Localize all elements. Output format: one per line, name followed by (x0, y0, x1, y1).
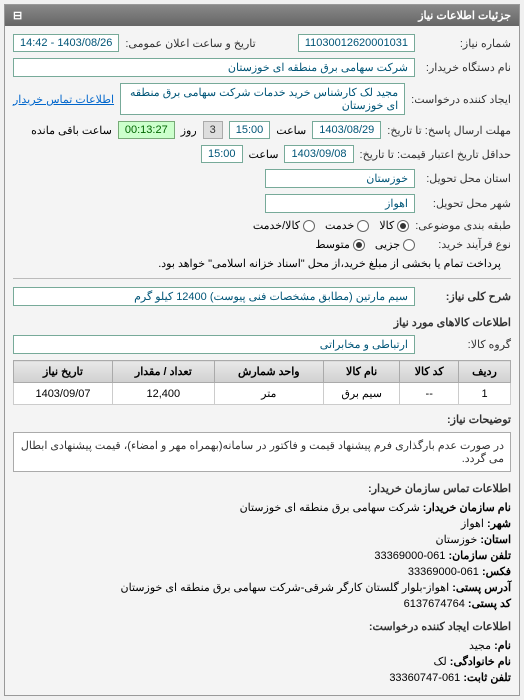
table-header: واحد شمارش (214, 361, 323, 383)
validity-label: حداقل تاریخ اعتبار قیمت: تا تاریخ: (360, 148, 511, 161)
announce-label: تاریخ و ساعت اعلان عمومی: (125, 37, 255, 50)
creator-field: مجید لک کارشناس خرید خدمات شرکت سهامی بر… (120, 83, 405, 115)
table-header: تعداد / مقدار (112, 361, 214, 383)
contact-org-label: نام سازمان خریدار: (423, 502, 511, 514)
contact-tel: 061-33360747 (389, 672, 460, 684)
minimize-icon[interactable]: ⊟ (13, 9, 22, 22)
category-radio-group: کالا خدمت کالا/خدمت (253, 219, 409, 232)
creator-label: ایجاد کننده درخواست: (411, 93, 511, 106)
radio-icon (303, 220, 315, 232)
contact-province: خوزستان (435, 534, 477, 546)
deadline-date-field: 1403/08/29 (312, 121, 381, 139)
process-radio[interactable]: متوسط (315, 238, 365, 251)
table-header: کد کالا (400, 361, 459, 383)
contact-postal-label: کد پستی: (468, 598, 511, 610)
category-radio[interactable]: کالا (379, 219, 409, 232)
contact-phone-label: تلفن سازمان: (448, 550, 511, 562)
city-label: شهر محل تحویل: (421, 197, 511, 210)
radio-label: جزیی (375, 238, 400, 251)
city-field: اهواز (265, 194, 415, 213)
radio-icon (357, 220, 369, 232)
contact-org: شرکت سهامی برق منطقه ای خوزستان (240, 502, 420, 514)
details-panel: جزئیات اطلاعات نیاز ⊟ شماره نیاز: 110300… (4, 4, 520, 696)
contact-tel-label: تلفن ثابت: (463, 672, 511, 684)
validity-date-field: 1403/09/08 (284, 145, 353, 163)
table-header: ردیف (459, 361, 511, 383)
process-note: پرداخت تمام یا بخشی از مبلغ خرید،از محل … (158, 257, 501, 270)
category-label: طبقه بندی موضوعی: (415, 219, 511, 232)
contact-address: اهواز-بلوار گلستان کارگر شرقی-شرکت سهامی… (121, 582, 450, 594)
process-radio[interactable]: جزیی (375, 238, 415, 251)
category-radio[interactable]: کالا/خدمت (253, 219, 315, 232)
deadline-label: مهلت ارسال پاسخ: تا تاریخ: (387, 124, 511, 137)
goods-table: ردیفکد کالانام کالاواحد شمارشتعداد / مقد… (13, 360, 511, 405)
contact-province-label: استان: (480, 534, 511, 546)
contact-name: مجید (469, 640, 491, 652)
contact-city-label: شهر: (487, 518, 511, 530)
radio-label: کالا/خدمت (253, 219, 300, 232)
radio-label: کالا (379, 219, 394, 232)
table-header: نام کالا (323, 361, 400, 383)
process-radio-group: جزیی متوسط (315, 238, 415, 251)
contact-fax-label: فکس: (482, 566, 511, 578)
remaining-time-field: 00:13:27 (118, 121, 175, 139)
table-cell: متر (214, 383, 323, 405)
table-cell: -- (400, 383, 459, 405)
contact-family: لک (434, 656, 447, 668)
time-label-2: ساعت (249, 148, 279, 161)
radio-label: متوسط (315, 238, 350, 251)
contact-section-title: اطلاعات تماس سازمان خریدار: (13, 482, 511, 495)
days-remaining-field: 3 (203, 121, 223, 139)
goods-group-label: گروه کالا: (421, 338, 511, 351)
panel-title: جزئیات اطلاعات نیاز (418, 9, 511, 22)
need-title-field: سیم مارتین (مطابق مشخصات فنی پیوست) 1240… (13, 287, 415, 306)
deadline-time-field: 15:00 (229, 121, 271, 139)
remaining-label: ساعت باقی مانده (31, 124, 112, 137)
table-cell: 12,400 (112, 383, 214, 405)
contact-city: اهواز (461, 518, 484, 530)
buyer-org-label: نام دستگاه خریدار: (421, 61, 511, 74)
radio-icon (397, 220, 409, 232)
contact-phone: 061-33369000 (374, 550, 445, 562)
process-label: نوع فرآیند خرید: (421, 238, 511, 251)
day-label: روز (181, 124, 197, 137)
table-cell: 1 (459, 383, 511, 405)
contact-fax: 061-33369000 (408, 566, 479, 578)
note-label: توضیحات نیاز: (421, 413, 511, 426)
contact-postal: 6137674764 (404, 598, 465, 610)
creator-section-title: اطلاعات ایجاد کننده درخواست: (13, 620, 511, 633)
radio-label: خدمت (325, 219, 354, 232)
panel-body: شماره نیاز: 11030012620001031 تاریخ و سا… (5, 26, 519, 695)
validity-time-field: 15:00 (201, 145, 243, 163)
need-number-label: شماره نیاز: (421, 37, 511, 50)
table-cell: سیم برق (323, 383, 400, 405)
need-title-label: شرح کلی نیاز: (421, 290, 511, 303)
radio-icon (353, 239, 365, 251)
category-radio[interactable]: خدمت (325, 219, 369, 232)
time-label-1: ساعت (276, 124, 306, 137)
contact-name-label: نام: (494, 640, 511, 652)
note-box: در صورت عدم بارگذاری فرم پیشنهاد قیمت و … (13, 432, 511, 472)
table-header: تاریخ نیاز (14, 361, 113, 383)
province-label: استان محل تحویل: (421, 172, 511, 185)
table-cell: 1403/09/07 (14, 383, 113, 405)
table-row: 1--سیم برقمتر12,4001403/09/07 (14, 383, 511, 405)
contact-section: اطلاعات تماس سازمان خریدار: نام سازمان خ… (13, 482, 511, 684)
goods-group-field: ارتباطی و مخابراتی (13, 335, 415, 354)
goods-section-title: اطلاعات کالاهای مورد نیاز (13, 316, 511, 329)
radio-icon (403, 239, 415, 251)
contact-address-label: آدرس پستی: (452, 582, 511, 594)
buyer-org-field: شرکت سهامی برق منطقه ای خوزستان (13, 58, 415, 77)
province-field: خوزستان (265, 169, 415, 188)
panel-header: جزئیات اطلاعات نیاز ⊟ (5, 5, 519, 26)
buyer-info-link[interactable]: اطلاعات تماس خریدار (13, 93, 114, 106)
contact-family-label: نام خانوادگی: (450, 656, 511, 668)
announce-field: 1403/08/26 - 14:42 (13, 34, 119, 52)
need-number-field: 11030012620001031 (298, 34, 415, 52)
